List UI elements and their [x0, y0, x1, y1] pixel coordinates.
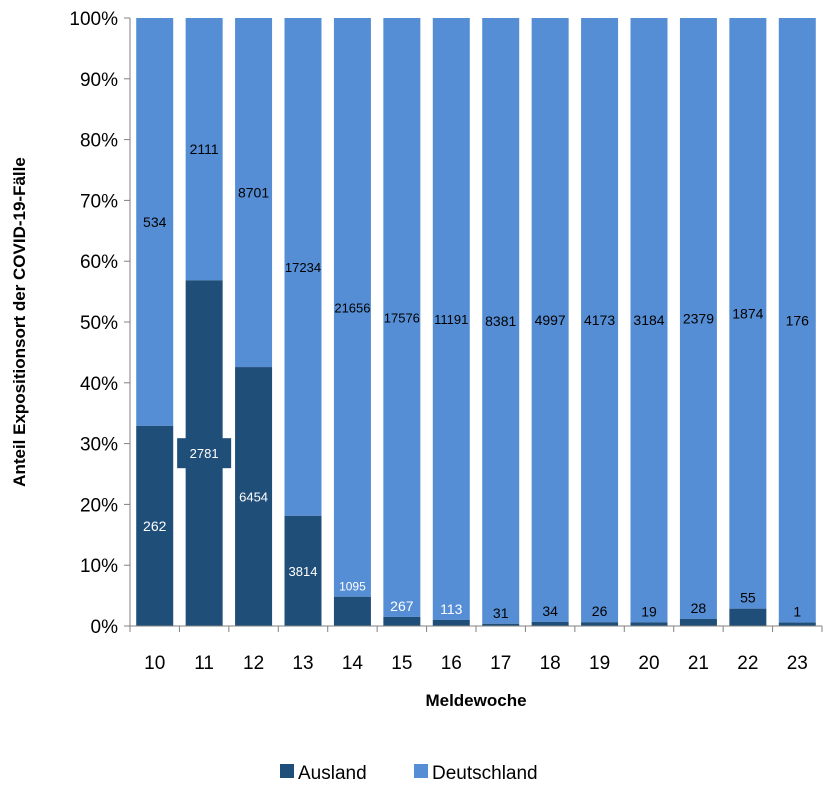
x-tick-label: 20: [638, 653, 659, 674]
data-label-ausland-18: 34: [542, 603, 558, 619]
y-tick-label: 20%: [80, 495, 118, 516]
data-label-deutschland-23: 176: [786, 312, 810, 328]
y-tick-label: 30%: [80, 435, 118, 456]
y-ticks: 0% 10% 20% 30% 40% 50% 60% 70% 80% 90% 100%: [69, 9, 130, 638]
bar-ausland-18: [531, 621, 569, 626]
data-label-deutschland-17: 8381: [485, 313, 516, 329]
data-label-ausland-10: 262: [143, 518, 167, 534]
data-label-deutschland-13: 17234: [285, 260, 321, 275]
data-label-box-ausland-11: [177, 438, 232, 469]
legend-swatch-deutschland: [414, 764, 428, 778]
data-label-ausland-22: 55: [740, 590, 756, 606]
data-label-ausland-21: 28: [691, 600, 707, 616]
x-tick-label: 14: [342, 653, 364, 674]
data-label-deutschland-12: 8701: [238, 185, 269, 201]
bar-deutschland-12: [235, 18, 273, 368]
data-label-ausland-19: 26: [592, 603, 608, 619]
bar-deutschland-18: [531, 18, 569, 622]
bar-deutschland-19: [581, 18, 619, 623]
bar-deutschland-13: [284, 18, 322, 516]
x-tick-label: 10: [144, 653, 165, 674]
data-label-deutschland-14: 21656: [334, 300, 370, 315]
x-tick-label: 15: [391, 653, 412, 674]
data-labels: 534 262 2111 2781 8701 6454 17234 3814 21656 1095…: [143, 141, 809, 621]
x-axis-title: Meldewoche: [425, 691, 526, 710]
bar-ausland-12: [235, 367, 273, 626]
legend: Ausland Deutschland: [280, 763, 538, 784]
bar-deutschland-17: [482, 18, 520, 624]
data-label-ausland-20: 19: [641, 603, 657, 619]
bar-ausland-20: [630, 622, 668, 626]
y-axis-title: Anteil Expositionsort der COVID-19-Fälle: [10, 157, 29, 487]
y-tick-label: 70%: [80, 191, 118, 212]
y-tick-label: 60%: [80, 252, 118, 273]
bar-ausland-23: [778, 622, 816, 626]
bar-ausland-13: [284, 515, 322, 626]
data-label-deutschland-15: 17576: [384, 310, 420, 325]
y-tick-label: 10%: [80, 556, 118, 577]
y-tick-label: 100%: [69, 9, 118, 30]
legend-swatch-ausland: [280, 764, 294, 778]
data-label-ausland-17: 31: [493, 605, 509, 621]
y-tick-label: 40%: [80, 374, 118, 395]
y-tick-label: 50%: [80, 313, 118, 334]
x-ticks: 10 11 12 13 14 15 16 17 18 19 20 21 22 23: [129, 626, 823, 674]
data-label-ausland-11: 2781: [190, 446, 219, 461]
bar-deutschland-22: [729, 18, 767, 609]
bar-ausland-14: [333, 596, 371, 626]
data-label-ausland-16: 113: [440, 601, 463, 617]
bar-deutschland-14: [333, 18, 371, 597]
bar-deutschland-21: [679, 18, 717, 619]
bar-deutschland-16: [432, 18, 470, 620]
bar-deutschland-11: [185, 18, 223, 281]
bar-ausland-16: [432, 619, 470, 626]
x-tick-label: 12: [243, 653, 264, 674]
data-label-deutschland-21: 2379: [683, 310, 714, 326]
x-tick-label: 17: [490, 653, 511, 674]
bar-ausland-21: [679, 618, 717, 626]
data-label-deutschland-11: 2111: [190, 141, 219, 157]
bars-layer: [136, 18, 816, 626]
bar-ausland-15: [383, 616, 421, 626]
data-label-ausland-23: 1: [793, 604, 801, 620]
x-tick-label: 11: [194, 653, 214, 674]
data-label-ausland-15: 267: [390, 598, 414, 614]
data-label-ausland-14: 1095: [339, 580, 366, 594]
data-label-ausland-13: 3814: [289, 564, 318, 579]
data-label-deutschland-22: 1874: [732, 305, 763, 321]
data-label-deutschland-10: 534: [143, 214, 167, 230]
x-tick-label: 22: [737, 653, 758, 674]
x-tick-label: 16: [441, 653, 462, 674]
bar-deutschland-23: [778, 18, 816, 623]
y-tick-label: 80%: [80, 131, 118, 152]
legend-label-deutschland: Deutschland: [432, 763, 538, 784]
x-tick-label: 18: [540, 653, 561, 674]
y-tick-label: 90%: [80, 70, 118, 91]
bar-deutschland-10: [136, 18, 174, 426]
bar-ausland-10: [136, 425, 174, 626]
bar-ausland-19: [581, 622, 619, 626]
legend-label-ausland: Ausland: [298, 763, 367, 784]
axes-layer: [129, 18, 822, 627]
x-tick-label: 23: [787, 653, 808, 674]
bar-deutschland-20: [630, 18, 668, 623]
x-tick-label: 21: [688, 653, 709, 674]
data-label-deutschland-20: 3184: [633, 312, 664, 328]
bar-ausland-22: [729, 608, 767, 626]
bar-ausland-17: [482, 623, 520, 626]
data-label-ausland-12: 6454: [239, 490, 268, 505]
bar-deutschland-15: [383, 18, 421, 617]
y-tick-label: 0%: [91, 617, 119, 638]
data-label-deutschland-19: 4173: [584, 312, 615, 328]
data-label-deutschland-18: 4997: [535, 312, 566, 328]
data-label-deutschland-16: 11191: [434, 312, 468, 327]
x-tick-label: 19: [589, 653, 610, 674]
x-tick-label: 13: [292, 653, 313, 674]
